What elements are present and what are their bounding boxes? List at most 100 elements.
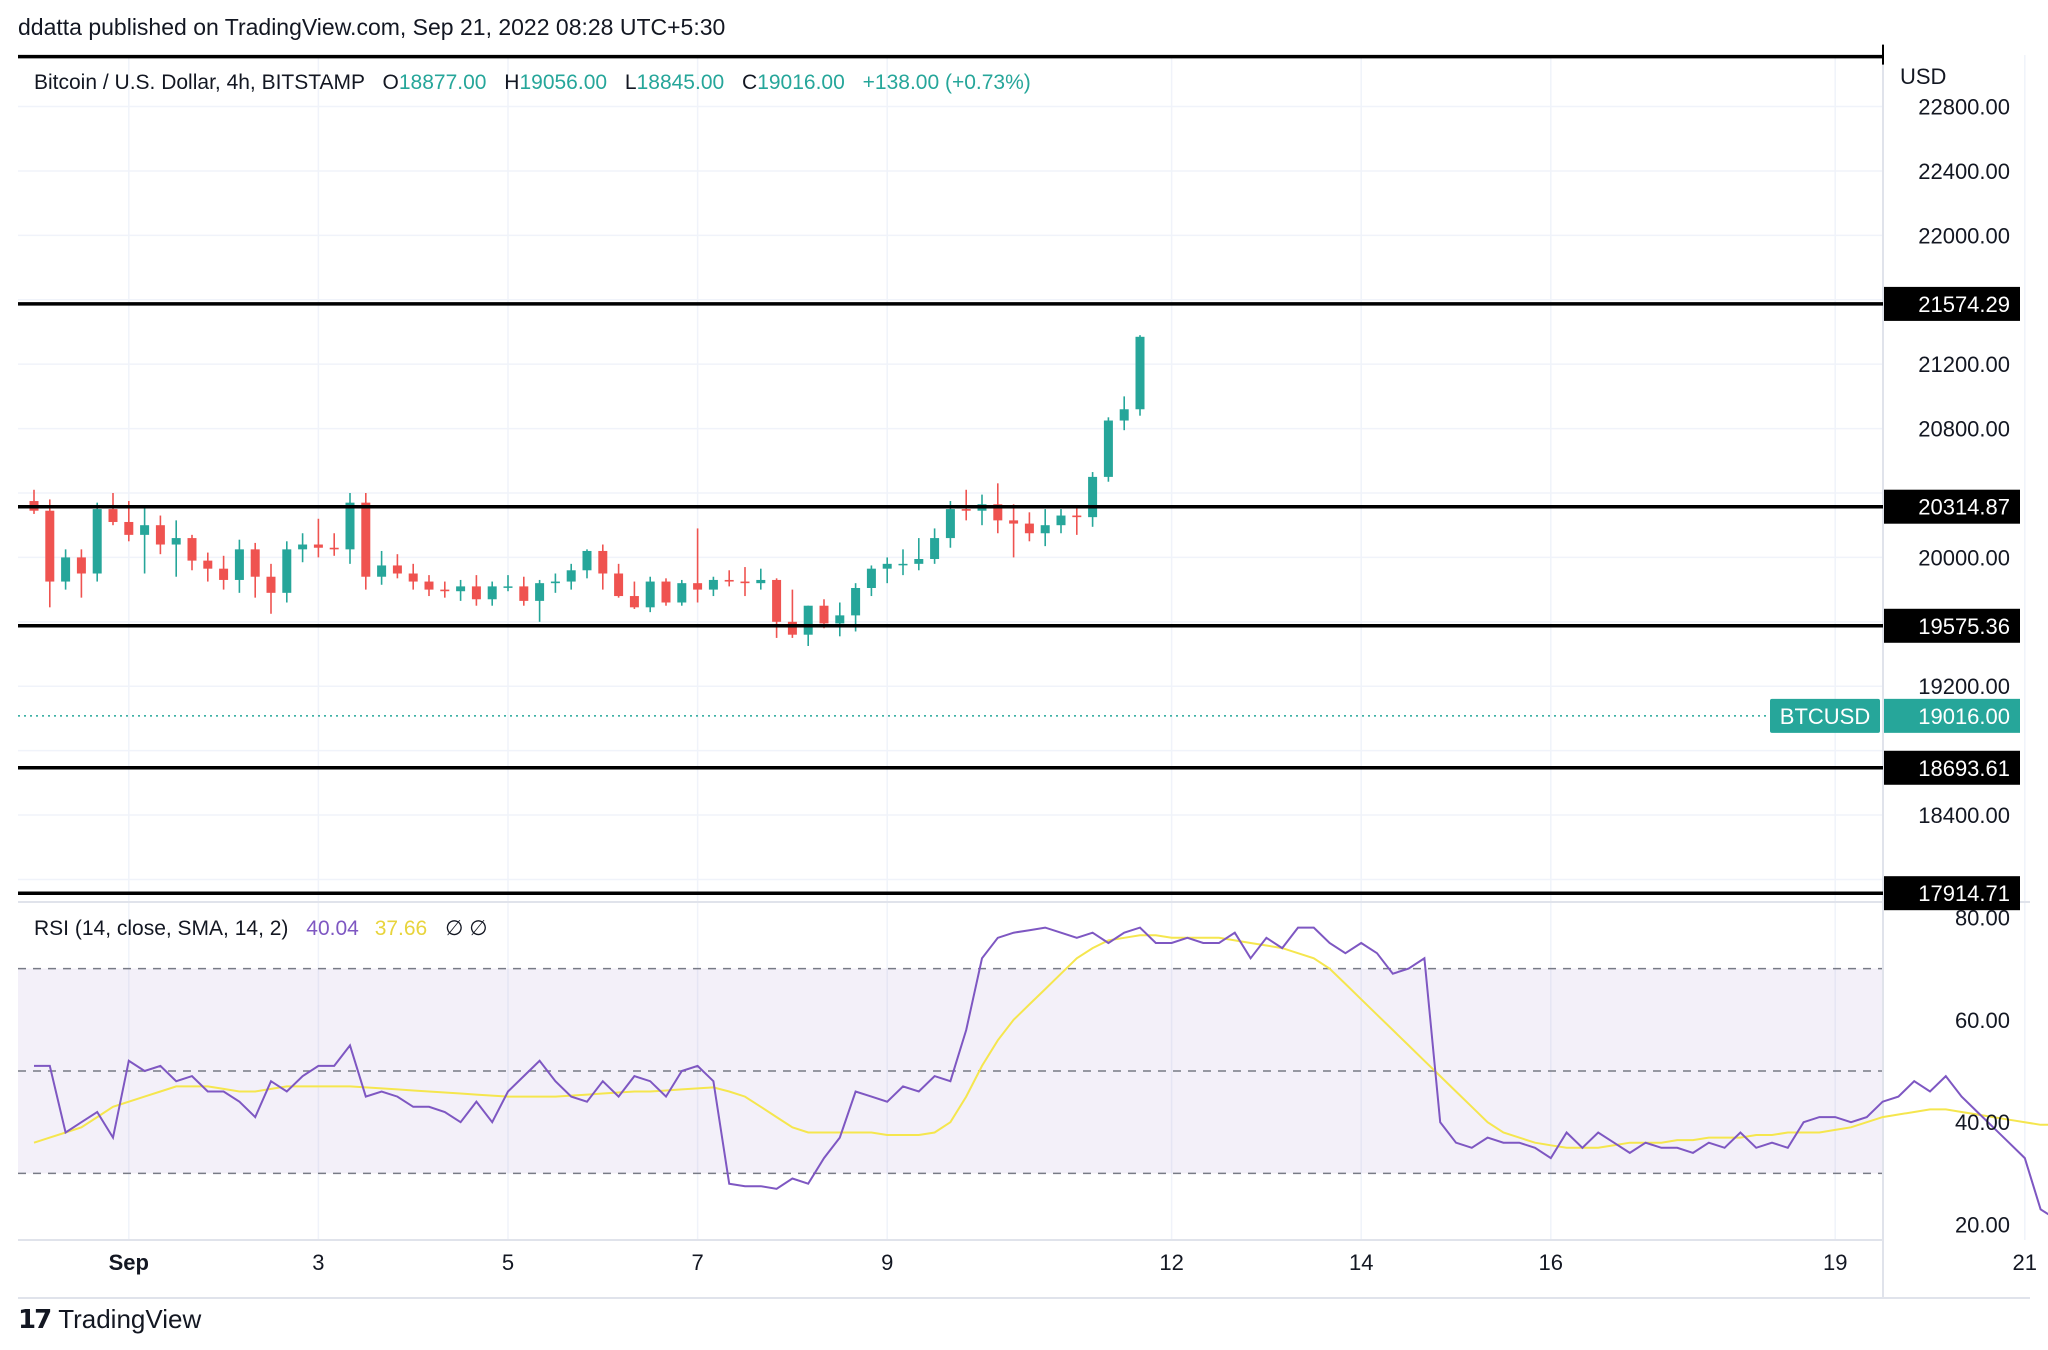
level-badge [1884, 750, 2020, 785]
candle [519, 576, 529, 606]
price-tick-label: 22400.00 [1918, 159, 2010, 184]
candle-body [234, 549, 244, 580]
candle [661, 578, 671, 606]
candle-body [313, 544, 323, 548]
candle-body [282, 549, 292, 593]
rsi-lines [33, 926, 2048, 1216]
candle [187, 534, 197, 571]
level-badge-label: 20314.87 [1918, 495, 2010, 520]
open-prefix: O [383, 71, 399, 94]
candle [787, 589, 797, 638]
rsi-line [34, 926, 2048, 1216]
candle-body [392, 565, 402, 574]
candle [345, 492, 355, 564]
candle [155, 515, 165, 555]
candle-body [803, 605, 813, 635]
candle-body [1088, 476, 1098, 518]
candle-body [1103, 420, 1113, 477]
candle-body [92, 509, 102, 574]
rsi-legend-label: RSI (14, close, SMA, 14, 2) [34, 917, 288, 940]
candle [313, 518, 323, 558]
candle [234, 539, 244, 593]
time-tick-label: 12 [1159, 1250, 1183, 1275]
candle-body [724, 579, 734, 582]
chart-frame [18, 55, 2030, 1299]
candle [819, 599, 829, 629]
candle [266, 563, 276, 614]
candle [203, 552, 213, 582]
price-tick-label: 20000.00 [1918, 545, 2010, 570]
time-tick-label: 5 [502, 1250, 514, 1275]
rsi-ma-legend-value: 37.66 [375, 917, 428, 940]
candle-body [930, 538, 940, 560]
candles [29, 335, 1145, 646]
candle-body [866, 568, 876, 588]
candle-body [456, 586, 466, 592]
level-badge [1884, 876, 2020, 911]
candle-body [535, 583, 545, 601]
candle-body [203, 560, 213, 569]
current-price-badge-label: 19016.00 [1918, 704, 2010, 729]
candle-body [708, 579, 718, 590]
candle-body [1040, 525, 1050, 534]
tradingview-logo-icon: 17 [18, 1304, 52, 1335]
tradingview-wordmark: TradingView [58, 1304, 202, 1334]
time-tick-label: 14 [1349, 1250, 1373, 1275]
candle-body [898, 563, 908, 566]
symbol-title: Bitcoin / U.S. Dollar, 4h, BITSTAMP [34, 71, 365, 94]
candle-body [661, 581, 671, 603]
candle [851, 583, 861, 632]
candle-body [598, 550, 608, 574]
high-prefix: H [504, 71, 519, 94]
candle [930, 528, 940, 564]
price-grid [18, 55, 2026, 1240]
candle [424, 575, 434, 597]
candle [977, 494, 987, 526]
candle-body [377, 565, 387, 577]
level-badge [1884, 608, 2020, 643]
candle [1024, 512, 1034, 542]
candle [914, 538, 924, 571]
candle-body [756, 579, 766, 584]
candle [866, 565, 876, 597]
time-tick-label: 9 [881, 1250, 893, 1275]
rsi-tick-label: 40.00 [1955, 1110, 2010, 1135]
candle [503, 575, 513, 592]
candle [550, 573, 560, 593]
candle-body [361, 502, 371, 577]
candle-body [76, 557, 86, 574]
publish-attribution: ddatta published on TradingView.com, Sep… [18, 14, 726, 40]
candle-body [961, 509, 971, 511]
candle [140, 507, 150, 574]
close-prefix: C [742, 71, 757, 94]
candle-body [851, 587, 861, 616]
candle-body [408, 573, 418, 582]
level-badges: 21574.29 20314.87 19575.36 18693.61 17914.71… [1770, 286, 2020, 911]
candle [677, 579, 687, 606]
level-badge-label: 18693.61 [1918, 756, 2010, 781]
candle-body [677, 583, 687, 603]
candle-body [772, 579, 782, 622]
tradingview-logo: 17 TradingView [18, 1304, 201, 1335]
candle-body [329, 547, 339, 550]
candle [772, 578, 782, 638]
candle [61, 549, 71, 590]
candle-body [140, 525, 150, 535]
candle-body [487, 586, 497, 600]
candle [171, 520, 181, 577]
candle-body [298, 544, 308, 550]
candle-body [45, 510, 55, 582]
candle [377, 550, 387, 585]
candle-body [124, 521, 134, 535]
candle [440, 581, 450, 598]
candle [298, 533, 308, 563]
time-tick-label: 7 [691, 1250, 703, 1275]
candle-body [424, 581, 434, 590]
candle [282, 541, 292, 603]
candle [408, 563, 418, 590]
candle-body [503, 586, 513, 588]
level-badge-label: 21574.29 [1918, 292, 2010, 317]
high-value: 19056.00 [519, 71, 607, 94]
